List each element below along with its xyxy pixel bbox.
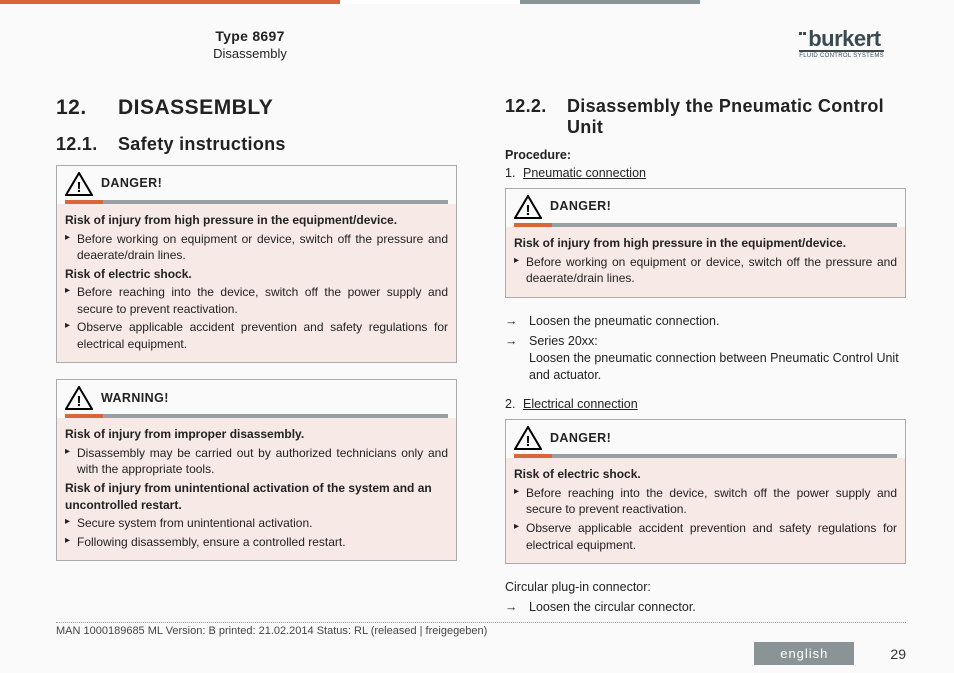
bullet: Observe applicable accident prevention a…: [514, 520, 897, 553]
danger-label: DANGER!: [101, 175, 162, 192]
warning-icon: !: [65, 386, 93, 410]
subsection-number: 12.2.: [505, 96, 567, 138]
bullet: Observe applicable accident prevention a…: [65, 319, 448, 352]
left-column: 12.DISASSEMBLY 12.1.Safety instructions …: [56, 96, 457, 625]
subsection-title: Disassembly the Pneumatic Control Unit: [567, 96, 906, 138]
plain-text: Circular plug-in connector:: [505, 580, 906, 594]
brand-logo: burkert FLUID CONTROL SYSTEMS: [799, 26, 884, 59]
brand-name: burkert: [808, 26, 880, 51]
procedure-label: Procedure:: [505, 148, 906, 162]
footer-right: english 29: [754, 642, 906, 665]
warning-label: WARNING!: [101, 390, 169, 407]
action-line: →Loosen the circular connector.: [505, 600, 906, 614]
warning-callout: ! WARNING! Risk of injury from improper …: [56, 379, 457, 561]
doc-type: Type 8697: [150, 28, 350, 44]
subsection-title: Safety instructions: [118, 134, 286, 155]
danger-callout: ! DANGER! Risk of electric shock. Before…: [505, 419, 906, 564]
danger-label: DANGER!: [550, 198, 611, 215]
language-badge: english: [754, 642, 854, 665]
page-header: Type 8697 Disassembly burkert FLUID CONT…: [0, 8, 954, 80]
warning-icon: !: [514, 426, 542, 450]
section-number: 12.: [56, 96, 118, 120]
svg-text:!: !: [77, 179, 82, 196]
svg-text:!: !: [526, 202, 531, 219]
risk-text: Risk of electric shock.: [514, 466, 897, 483]
action-line: →Series 20xx:: [505, 334, 906, 348]
warning-icon: !: [65, 172, 93, 196]
danger-callout: ! DANGER! Risk of injury from high press…: [505, 188, 906, 298]
action-subtext: Loosen the pneumatic connection between …: [529, 350, 906, 384]
right-column: 12.2.Disassembly the Pneumatic Control U…: [505, 96, 906, 625]
section-title: DISASSEMBLY: [118, 96, 273, 119]
footer-meta: MAN 1000189685 ML Version: B printed: 21…: [56, 622, 906, 637]
bullet: Before working on equipment or device, s…: [65, 231, 448, 264]
bullet: Secure system from unintentional activat…: [65, 515, 448, 532]
svg-text:!: !: [526, 433, 531, 450]
danger-callout: ! DANGER! Risk of injury from high press…: [56, 165, 457, 363]
brand-tagline: FLUID CONTROL SYSTEMS: [799, 53, 884, 59]
warning-icon: !: [514, 195, 542, 219]
page-number: 29: [890, 646, 906, 662]
subsection-number: 12.1.: [56, 134, 118, 155]
action-line: →Loosen the pneumatic connection.: [505, 314, 906, 328]
bullet: Before reaching into the device, switch …: [514, 485, 897, 518]
risk-text: Risk of injury from improper disassembly…: [65, 426, 448, 443]
risk-text: Risk of injury from high pressure in the…: [514, 235, 897, 252]
bullet: Before working on equipment or device, s…: [514, 254, 897, 287]
section-heading: 12.DISASSEMBLY: [56, 96, 457, 120]
danger-label: DANGER!: [550, 430, 611, 447]
subsection-heading: 12.1.Safety instructions: [56, 134, 457, 155]
svg-text:!: !: [77, 393, 82, 410]
doc-subtitle: Disassembly: [150, 46, 350, 61]
risk-text: Risk of electric shock.: [65, 266, 448, 283]
subsection-heading: 12.2.Disassembly the Pneumatic Control U…: [505, 96, 906, 138]
risk-text: Risk of injury from high pressure in the…: [65, 212, 448, 229]
bullet: Following disassembly, ensure a controll…: [65, 534, 448, 551]
risk-text: Risk of injury from unintentional activa…: [65, 480, 448, 513]
procedure-step: 2.Electrical connection: [505, 397, 906, 411]
bullet: Disassembly may be carried out by author…: [65, 445, 448, 478]
top-color-bar: [0, 0, 954, 4]
bullet: Before reaching into the device, switch …: [65, 284, 448, 317]
procedure-step: 1.Pneumatic connection: [505, 166, 906, 180]
